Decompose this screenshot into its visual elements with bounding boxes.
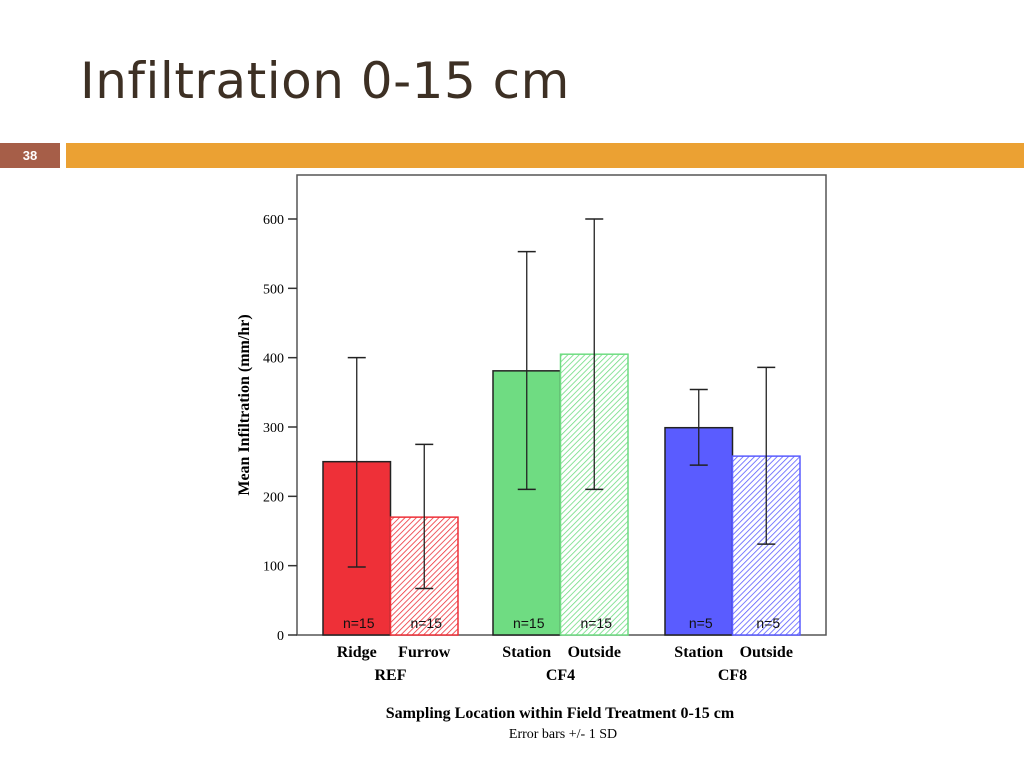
x-category-label: Ridge [337,644,377,661]
y-tick-label: 100 [263,560,284,575]
x-axis-label: Sampling Location within Field Treatment… [386,705,735,722]
y-tick-label: 300 [263,421,284,436]
x-category-label: Furrow [398,644,451,661]
group-label: CF4 [546,667,575,684]
y-axis-label: Mean Infiltration (mm/hr) [236,314,253,495]
group-label: REF [375,667,407,684]
group-label: CF8 [718,667,747,684]
sample-size-label: n=15 [580,615,612,631]
sample-size-label: n=15 [410,615,442,631]
error-bar-note: Error bars +/- 1 SD [509,727,617,742]
slide-number: 38 [0,143,60,168]
sample-size-label: n=5 [756,615,780,631]
y-tick-label: 600 [263,213,284,228]
y-tick-label: 500 [263,282,284,297]
y-tick-label: 400 [263,352,284,367]
x-category-label: Station [502,644,551,661]
x-category-label: Station [674,644,723,661]
sample-size-label: n=15 [513,615,545,631]
x-category-label: Outside [740,644,793,661]
y-tick-label: 0 [277,629,284,644]
header-accent-bar [66,143,1024,168]
slide-title: Infiltration 0-15 cm [80,52,570,110]
sample-size-label: n=15 [343,615,375,631]
x-category-label: Outside [568,644,621,661]
y-tick-label: 200 [263,490,284,505]
sample-size-label: n=5 [689,615,713,631]
